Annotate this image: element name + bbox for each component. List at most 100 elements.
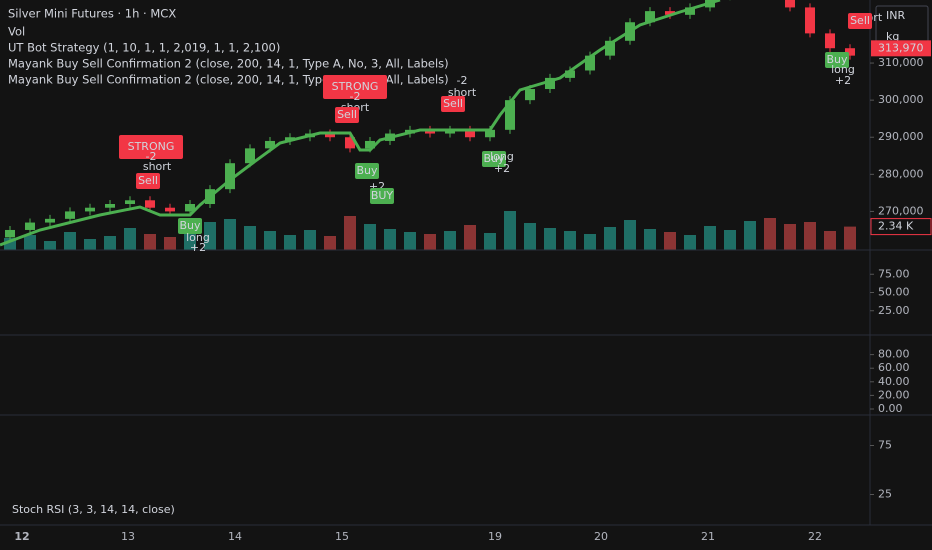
signal-label: Sell xyxy=(443,97,463,110)
signal-label: -2 xyxy=(350,90,361,103)
volume-bar xyxy=(424,234,436,250)
y-tick-label: 40.00 xyxy=(878,375,910,388)
volume-bar xyxy=(164,237,176,250)
header-line: Mayank Buy Sell Confirmation 2 (close, 2… xyxy=(8,57,449,71)
candle-body xyxy=(245,148,255,164)
candle-body xyxy=(485,129,495,138)
y-tick-label: 50.00 xyxy=(878,286,910,299)
time-label: 14 xyxy=(228,530,242,543)
candle-body xyxy=(225,163,235,190)
time-label: 12 xyxy=(14,530,29,543)
signal-label: BUY xyxy=(371,189,394,202)
volume-bar xyxy=(344,216,356,250)
volume-bar xyxy=(444,231,456,250)
candle-body xyxy=(145,200,155,208)
volume-bar xyxy=(524,223,536,250)
header-line: Vol xyxy=(8,25,25,39)
volume-bar xyxy=(504,211,516,250)
volume-bar xyxy=(364,224,376,250)
y-tick-label: 310,000 xyxy=(878,56,924,69)
candle-body xyxy=(645,11,655,23)
volume-bar xyxy=(804,222,816,250)
signal-box xyxy=(825,52,849,68)
pane-title: Stoch RSI (3, 3, 14, 14, close) xyxy=(12,503,175,516)
signal-label: +2 xyxy=(835,74,851,87)
candle-body xyxy=(165,207,175,212)
last-price-label: 313,970 xyxy=(878,41,924,54)
candle-body xyxy=(105,204,115,208)
candle-body xyxy=(505,100,515,130)
candle-body xyxy=(665,11,675,15)
volume-bar xyxy=(284,235,296,250)
volume-bar xyxy=(124,228,136,250)
signal-label: Buy xyxy=(826,53,848,66)
volume-bar xyxy=(644,229,656,250)
volume-bar xyxy=(64,232,76,250)
candle-body xyxy=(45,218,55,223)
signal-label: long xyxy=(186,231,210,244)
candle-body xyxy=(5,229,15,238)
signal-box xyxy=(848,13,872,29)
candle-body xyxy=(785,0,795,8)
currency[interactable]: INR xyxy=(886,9,905,22)
volume-bar xyxy=(704,226,716,250)
volume-bar xyxy=(24,235,36,250)
volume-bar xyxy=(824,231,836,250)
candle-body xyxy=(685,7,695,15)
y-tick-label: 25 xyxy=(878,488,892,501)
volume-bar xyxy=(324,236,336,250)
signal-box xyxy=(335,107,359,123)
signal-label: long xyxy=(831,63,855,76)
y-tick-label: 290,000 xyxy=(878,130,924,143)
signal-label: Sell xyxy=(138,174,158,187)
unit[interactable]: kg xyxy=(886,30,899,43)
y-tick-label: 20.00 xyxy=(878,388,910,401)
signal-box xyxy=(136,173,160,189)
candle-body xyxy=(25,222,35,230)
signal-label: -2 xyxy=(457,74,468,87)
signal-box xyxy=(323,75,387,99)
signal-label: +2 xyxy=(494,162,510,175)
signal-label: +2 xyxy=(190,241,206,254)
last-volume-tag xyxy=(870,218,932,236)
candle-body xyxy=(585,55,595,71)
candle-body xyxy=(825,33,835,49)
candle-body xyxy=(325,133,335,138)
y-tick-label: 60.00 xyxy=(878,361,910,374)
signal-label: Buy xyxy=(483,152,505,165)
signal-box xyxy=(355,163,379,179)
signal-label: Buy xyxy=(179,219,201,232)
candle-body xyxy=(565,70,575,78)
volume-bar xyxy=(724,230,736,250)
volume-bar xyxy=(464,225,476,250)
signal-box xyxy=(178,218,202,234)
signal-box xyxy=(482,151,506,167)
volume-bar xyxy=(264,231,276,250)
price-pane xyxy=(4,0,856,250)
time-label: 19 xyxy=(488,530,502,543)
volume-bar xyxy=(604,227,616,250)
volume-bar xyxy=(84,239,96,250)
signal-label: Sell xyxy=(337,108,357,121)
header-line: UT Bot Strategy (1, 10, 1, 1, 2,019, 1, … xyxy=(8,41,280,55)
y-tick-label: 80.00 xyxy=(878,348,910,361)
volume-bar xyxy=(304,230,316,250)
time-label: 21 xyxy=(701,530,715,543)
ut-bot-line xyxy=(0,0,721,247)
candle-body xyxy=(265,140,275,149)
volume-bar xyxy=(684,235,696,250)
candle-body xyxy=(185,204,195,212)
time-label: 15 xyxy=(335,530,349,543)
signal-label: Sell xyxy=(850,14,870,27)
volume-bar xyxy=(144,234,156,250)
signal-box xyxy=(441,96,465,112)
volume-bar xyxy=(564,231,576,250)
volume-bar xyxy=(104,236,116,250)
signal-label: Buy xyxy=(356,164,378,177)
volume-bar xyxy=(664,232,676,250)
volume-bar xyxy=(224,219,236,250)
candle-body xyxy=(845,48,855,56)
y-tick-label: 300,000 xyxy=(878,93,924,106)
volume-bar xyxy=(744,221,756,250)
